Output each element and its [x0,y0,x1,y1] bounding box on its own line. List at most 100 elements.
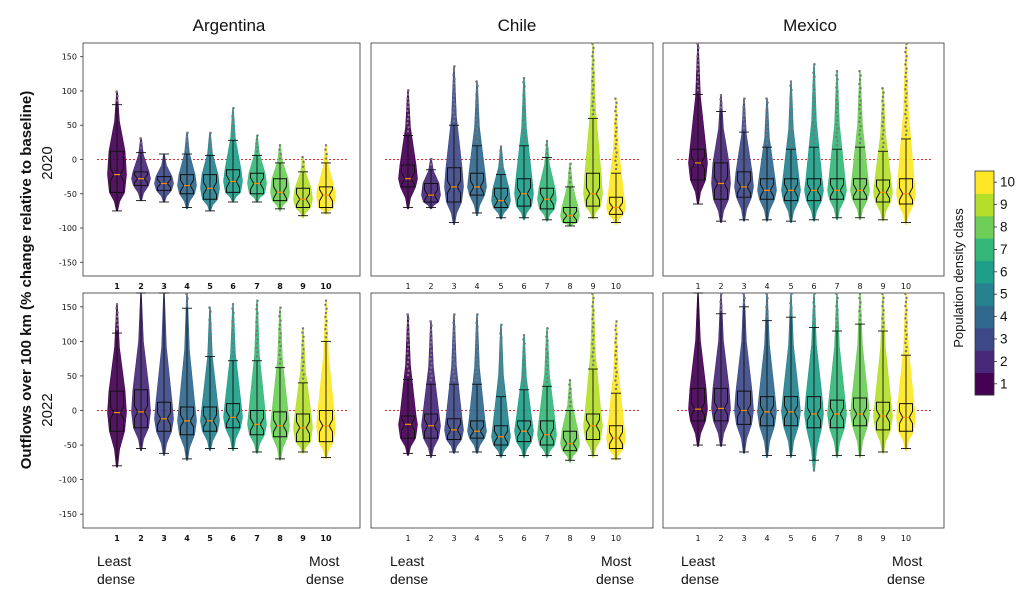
outlier-point [452,366,456,370]
outlier-point [592,108,595,112]
outlier-point [208,330,211,334]
outlier-point [255,303,259,307]
colorbar: 1 2 3 4 5 6 7 8 9 10 [974,170,1015,396]
outlier-point [789,143,793,147]
outlier-point [591,338,595,341]
outlier-point [231,303,235,306]
outlier-point [614,122,617,125]
outlier-point [696,51,700,54]
box-iqr [807,178,821,202]
outlier-point [232,311,235,315]
outlier-point [766,137,769,141]
outlier-point [522,334,526,337]
outlier-point [697,84,700,88]
outlier-point [835,313,839,316]
outlier-point [452,317,456,320]
outlier-point [231,115,234,118]
outlier-point [789,135,792,138]
outlier-point [615,358,618,361]
outlier-point [859,301,862,304]
outlier-point [115,315,119,318]
outlier-point [475,118,478,122]
outlier-point [301,343,304,347]
outlier-point [499,340,503,344]
outlier-point [232,324,235,328]
panel-argentina-2022: 150 100 50 0 -50 -100 -150 1 2 3 4 5 6 7 8 9 10 [59,292,361,543]
outlier-point [325,319,328,323]
outlier-point [591,305,594,308]
colorbar-label: 5 [1000,287,1008,302]
density-class-5: 5 [491,323,511,543]
density-class-1: 1 [398,89,418,291]
most-word: Most [309,553,339,569]
outlier-point [407,101,410,104]
outlier-point [904,46,908,50]
outlier-point [882,91,885,94]
outlier-point [812,313,815,317]
outlier-point [499,344,502,348]
outlier-point [406,365,409,368]
outlier-point [278,323,282,327]
x-tick-label: 5 [207,534,213,543]
outlier-point [429,353,433,357]
x-tick-label: 2 [428,534,433,543]
outlier-point [499,370,502,373]
outlier-point [475,321,478,324]
dense-word: dense [390,571,428,587]
density-class-10: 10 [896,42,916,291]
density-class-9: 9 [873,87,893,291]
outlier-point [719,106,723,109]
box-iqr [540,187,554,210]
density-class-1: 1 [688,292,708,543]
outlier-point [231,316,235,319]
outlier-point [835,300,839,304]
x-tick-label: 1 [114,534,120,543]
outlier-point [475,378,479,382]
y-tick-label: -150 [59,258,77,267]
outlier-point [186,144,189,147]
outlier-point [859,314,862,317]
outlier-point [905,129,908,132]
outlier-point [452,107,456,110]
outlier-point [452,329,456,333]
x-tick-label: 2 [138,534,144,543]
outlier-point [614,375,618,378]
outlier-point [615,163,618,167]
density-class-10: 10 [606,97,626,291]
outlier-point [789,297,793,300]
outlier-point [591,75,595,79]
outlier-point [904,71,908,74]
outlier-point [302,373,305,376]
outlier-point [279,152,282,156]
outlier-point [881,292,884,296]
outlier-point [452,111,455,114]
outlier-point [522,371,526,375]
outlier-point [904,88,907,91]
outlier-point [858,108,861,111]
y-axis-label: Outflows over 100 km (% change relative … [18,91,35,469]
outlier-point [882,309,885,312]
outlier-point [615,138,618,142]
x-tick-label: 10 [901,534,911,543]
outlier-point [881,124,884,128]
outlier-point [904,121,908,124]
outlier-point [301,155,304,159]
outlier-point [568,171,571,175]
outlier-point [406,347,410,351]
outlier-point [452,333,455,337]
outlier-point [546,148,549,151]
outlier-point [882,103,885,107]
outlier-point [742,101,746,105]
outlier-point [522,375,525,379]
box-iqr [110,390,124,432]
outlier-point [256,350,259,354]
density-class-4: 4 [177,292,197,543]
outlier-point [591,313,595,316]
outlier-point [476,350,479,353]
outlier-point [591,79,594,83]
outlier-point [475,101,479,105]
density-class-1: 1 [107,302,127,543]
outlier-point [452,378,456,382]
outlier-point [615,370,618,374]
outlier-point [835,98,838,102]
